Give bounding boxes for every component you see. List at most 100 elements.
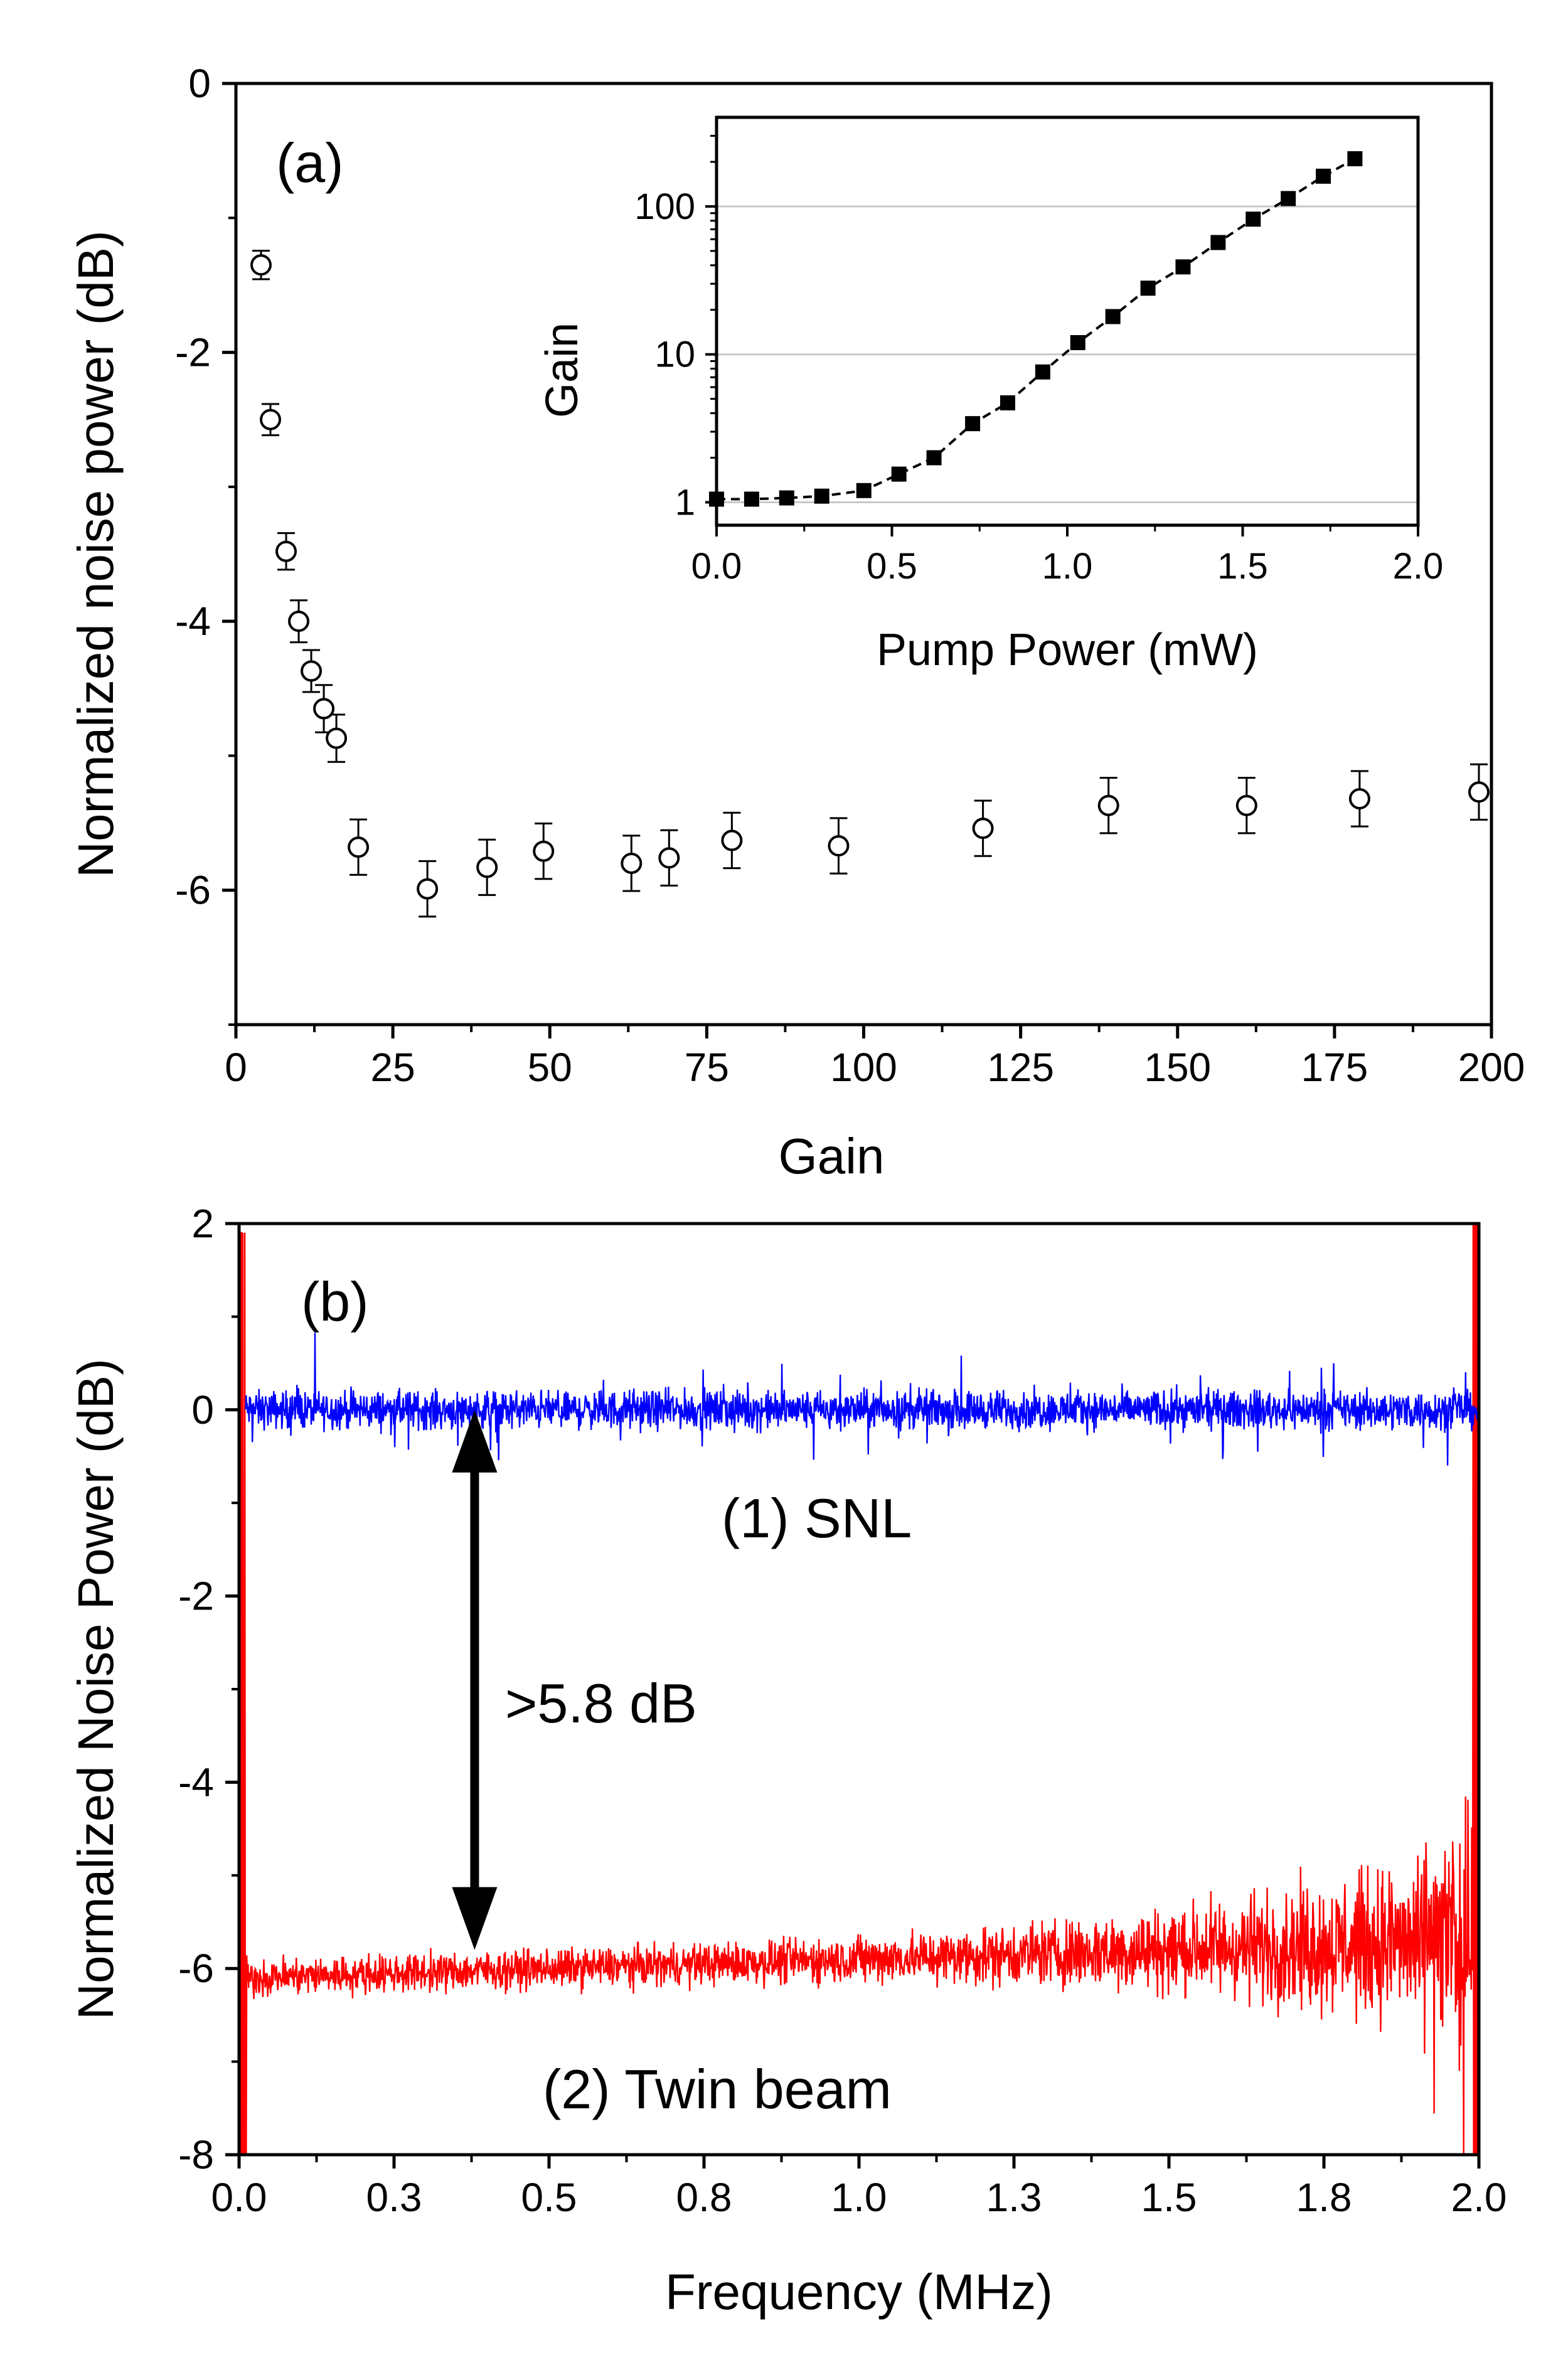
inset-x-tick-label: 1.0 bbox=[1042, 546, 1093, 587]
inset-data-point bbox=[1245, 211, 1261, 227]
data-point bbox=[1468, 781, 1490, 803]
inset-data-point bbox=[1175, 259, 1191, 275]
inset-data-point bbox=[1316, 168, 1331, 184]
b-y-tick-label: -6 bbox=[178, 1946, 214, 1991]
b-y-tick-label: -8 bbox=[178, 2132, 214, 2177]
b-y-tick-label: -4 bbox=[178, 1759, 214, 1805]
inset-background bbox=[717, 117, 1418, 525]
a-x-tick-label: 75 bbox=[685, 1045, 729, 1090]
a-x-tick-label: 200 bbox=[1458, 1045, 1525, 1090]
b-y-tick-label: 2 bbox=[191, 1201, 214, 1246]
panel-a-x-ticks: 0 25 50 75 100 125 150 175 200 bbox=[225, 1025, 1525, 1090]
a-x-tick-label: 150 bbox=[1144, 1045, 1211, 1090]
data-point bbox=[1097, 794, 1119, 816]
inset-data-point bbox=[1210, 235, 1226, 250]
inset-y-tick-label: 100 bbox=[634, 186, 695, 227]
inset-data-points bbox=[709, 151, 1363, 507]
data-point bbox=[1235, 794, 1257, 816]
inset-data-point bbox=[1070, 335, 1085, 351]
a-x-tick-label: 25 bbox=[371, 1045, 415, 1090]
data-point bbox=[721, 830, 743, 851]
arrow-head-down bbox=[452, 1887, 498, 1950]
inset-data-point bbox=[1347, 151, 1363, 166]
data-point bbox=[621, 852, 643, 874]
inset-data-point bbox=[744, 491, 759, 507]
inset-data-point bbox=[1000, 395, 1015, 411]
panel-a-y-ticks: 0 -2 -4 -6 bbox=[175, 61, 236, 1026]
b-x-tick-label: 0.5 bbox=[521, 2175, 577, 2220]
inset-data-point bbox=[891, 466, 907, 482]
data-point bbox=[326, 727, 348, 749]
b-x-tick-label: 1.5 bbox=[1141, 2175, 1197, 2220]
panel-b: 0.0 0.3 0.5 0.8 1.0 1.3 1.5 1.8 2.0 2 0 -2 -4 -6 -8 (… bbox=[68, 1201, 1507, 2320]
twin-beam-series-label: (2) Twin beam bbox=[543, 2058, 892, 2120]
a-x-tick-label: 100 bbox=[830, 1045, 897, 1090]
data-point bbox=[828, 835, 850, 856]
inset-y-tick-label: 1 bbox=[675, 482, 695, 523]
inset-x-tick-label: 0.5 bbox=[867, 546, 917, 587]
inset-gridlines bbox=[717, 205, 1418, 503]
b-x-tick-label: 1.3 bbox=[986, 2175, 1042, 2220]
a-x-tick-label: 175 bbox=[1301, 1045, 1368, 1090]
inset-data-point bbox=[856, 483, 872, 498]
inset-data-point bbox=[965, 416, 981, 432]
b-x-tick-label: 0.0 bbox=[211, 2175, 267, 2220]
inset-x-tick-label: 2.0 bbox=[1393, 546, 1444, 587]
snl-trace bbox=[244, 1332, 1480, 1466]
a-x-tick-label: 125 bbox=[987, 1045, 1054, 1090]
data-point bbox=[313, 698, 335, 720]
snl-series-label: (1) SNL bbox=[722, 1487, 912, 1549]
inset-x-ticks: 0.0 0.5 1.0 1.5 2.0 bbox=[691, 525, 1444, 587]
inset-data-point bbox=[1105, 309, 1121, 324]
b-x-tick-label: 1.0 bbox=[831, 2175, 887, 2220]
a-y-tick-label: 0 bbox=[188, 61, 211, 106]
data-point bbox=[658, 847, 680, 869]
a-x-tick-label: 0 bbox=[225, 1045, 247, 1090]
panel-b-x-axis-label: Frequency (MHz) bbox=[665, 2264, 1053, 2320]
panel-a-y-axis-label: Normalized noise power (dB) bbox=[68, 230, 124, 878]
panel-b-y-axis-label: Normalized Noise Power (dB) bbox=[68, 1358, 124, 2020]
suppression-annotation: >5.8 dB bbox=[505, 1672, 697, 1734]
a-y-tick-label: -4 bbox=[175, 599, 211, 644]
b-x-tick-label: 0.8 bbox=[676, 2175, 732, 2220]
data-point bbox=[972, 818, 994, 840]
data-point bbox=[275, 540, 297, 562]
panel-a-inset: 0.0 0.5 1.0 1.5 2.0 1 10 100 Pump Power (mW) G… bbox=[537, 115, 1444, 675]
panel-b-x-ticks: 0.0 0.3 0.5 0.8 1.0 1.3 1.5 1.8 2.0 bbox=[211, 2155, 1507, 2220]
panel-b-y-ticks: 2 0 -2 -4 -6 -8 bbox=[178, 1201, 239, 2177]
arrow-head-up bbox=[452, 1409, 498, 1473]
b-x-tick-label: 2.0 bbox=[1451, 2175, 1507, 2220]
data-point bbox=[476, 856, 498, 878]
b-y-tick-label: 0 bbox=[191, 1387, 214, 1433]
inset-data-point bbox=[1140, 280, 1156, 296]
inset-x-tick-label: 0.0 bbox=[691, 546, 742, 587]
data-point bbox=[1348, 788, 1370, 809]
inset-data-point bbox=[779, 490, 794, 506]
a-y-tick-label: -2 bbox=[175, 330, 211, 375]
inset-data-point bbox=[1035, 364, 1050, 380]
data-point bbox=[288, 611, 310, 632]
inset-data-point bbox=[709, 491, 724, 507]
inset-data-point bbox=[814, 488, 829, 504]
data-point bbox=[301, 660, 323, 682]
b-x-tick-label: 0.3 bbox=[366, 2175, 422, 2220]
suppression-arrow bbox=[452, 1409, 498, 1950]
panel-a-label: (a) bbox=[276, 132, 344, 194]
data-point bbox=[533, 840, 555, 862]
inset-data-point bbox=[1281, 191, 1296, 206]
data-point bbox=[260, 408, 282, 430]
panel-b-plot-frame bbox=[237, 1222, 1481, 2157]
inset-y-ticks: 1 10 100 bbox=[634, 134, 717, 523]
a-x-tick-label: 50 bbox=[528, 1045, 572, 1090]
b-x-tick-label: 1.8 bbox=[1296, 2175, 1352, 2220]
inset-y-axis-label: Gain bbox=[537, 323, 587, 418]
a-y-tick-label: -6 bbox=[175, 868, 211, 913]
twin-beam-trace bbox=[239, 1223, 1480, 2156]
panel-a-data-points bbox=[250, 254, 1490, 900]
data-point bbox=[348, 836, 370, 858]
panel-a: 0 25 50 75 100 125 150 175 200 0-2-4-6 (a) Gain … bbox=[68, 61, 1525, 1184]
inset-y-tick-label: 10 bbox=[654, 334, 695, 375]
b-y-tick-label: -2 bbox=[178, 1574, 214, 1619]
inset-data-point bbox=[926, 450, 942, 466]
